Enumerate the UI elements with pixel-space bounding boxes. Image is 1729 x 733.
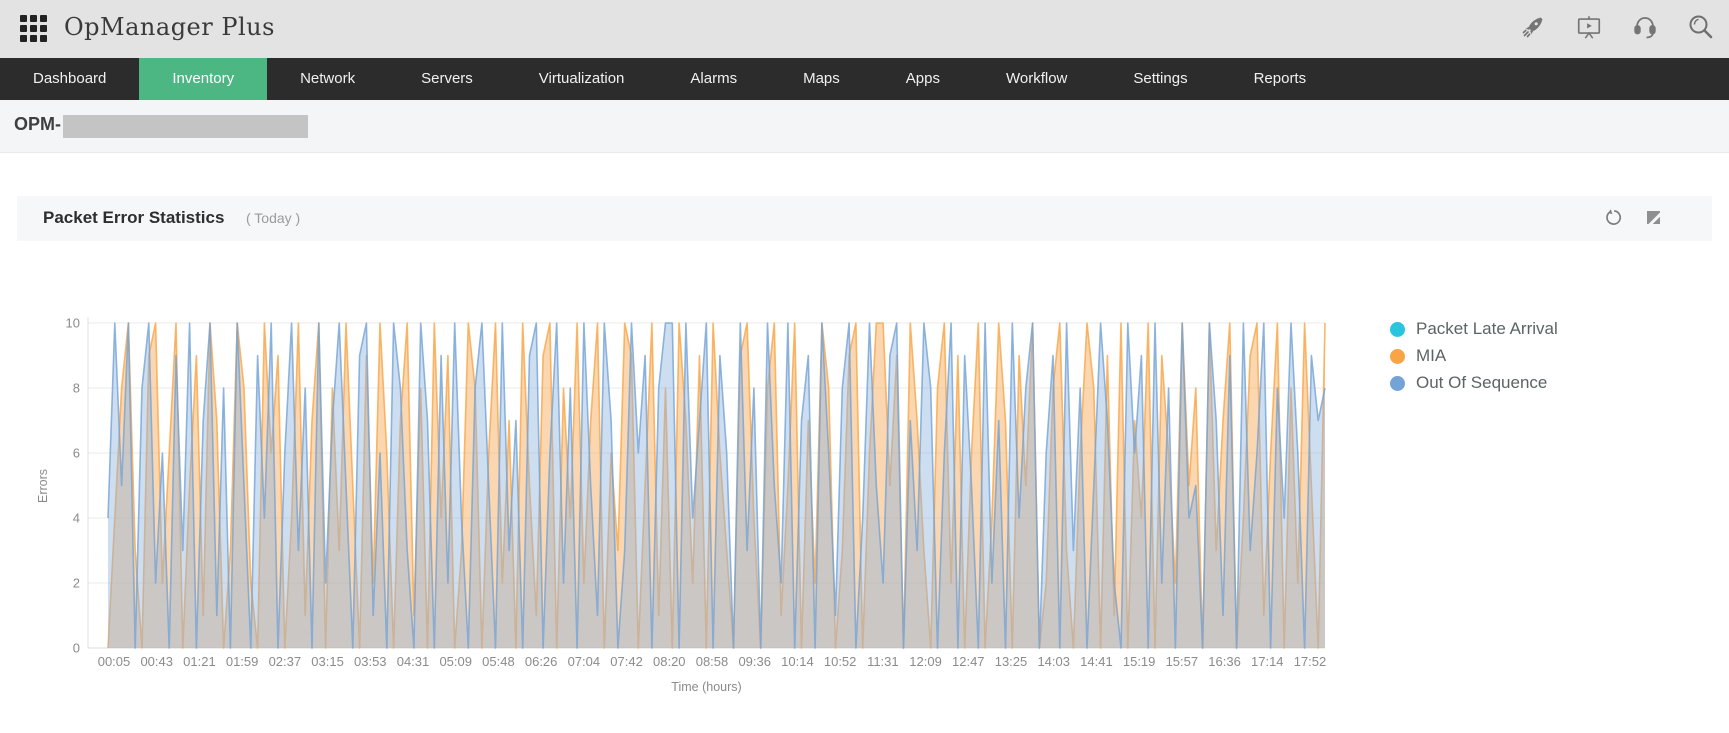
svg-text:2: 2 [73, 576, 80, 591]
tab-reports[interactable]: Reports [1253, 70, 1307, 87]
svg-text:17:14: 17:14 [1251, 654, 1284, 669]
svg-text:01:59: 01:59 [226, 654, 259, 669]
packet-error-chart: 0 2 4 6 8 10 00:05 00:43 01:21 01:59 02:37 03:15 03:… [0, 241, 1729, 733]
svg-text:07:04: 07:04 [568, 654, 601, 669]
svg-text:14:41: 14:41 [1080, 654, 1113, 669]
support-headset-icon[interactable] [1631, 13, 1659, 41]
legend-dot [1390, 321, 1405, 337]
svg-text:16:36: 16:36 [1208, 654, 1241, 669]
svg-text:05:09: 05:09 [439, 654, 472, 669]
video-demo-icon[interactable] [1575, 13, 1603, 41]
legend-item-out-of-sequence[interactable]: Out Of Sequence [1390, 373, 1558, 393]
svg-text:13:25: 13:25 [995, 654, 1028, 669]
chart-legend: Packet Late Arrival MIA Out Of Sequence [1390, 319, 1558, 393]
svg-text:12:09: 12:09 [909, 654, 942, 669]
tab-settings[interactable]: Settings [1133, 70, 1188, 87]
tab-apps[interactable]: Apps [905, 70, 940, 87]
tab-servers[interactable]: Servers [421, 70, 473, 87]
app-launcher-icon[interactable] [20, 15, 47, 42]
svg-text:00:43: 00:43 [140, 654, 173, 669]
svg-text:03:53: 03:53 [354, 654, 387, 669]
svg-text:Time (hours): Time (hours) [671, 680, 741, 694]
primary-nav: Dashboard Inventory Network Servers Virtuali… [0, 58, 1729, 100]
svg-text:07:42: 07:42 [610, 654, 643, 669]
tab-alarms[interactable]: Alarms [690, 70, 738, 87]
svg-text:05:48: 05:48 [482, 654, 515, 669]
legend-item-packet-late-arrival[interactable]: Packet Late Arrival [1390, 319, 1558, 339]
product-logo: OpManager Plus [64, 13, 275, 41]
tab-dashboard[interactable]: Dashboard [33, 70, 107, 87]
svg-text:15:19: 15:19 [1123, 654, 1156, 669]
svg-text:00:05: 00:05 [98, 654, 131, 669]
search-icon[interactable] [1687, 13, 1715, 41]
widget-title: Packet Error Statistics [43, 208, 225, 227]
tab-workflow[interactable]: Workflow [1005, 70, 1068, 87]
expand-icon[interactable] [1644, 208, 1662, 226]
svg-text:14:03: 14:03 [1037, 654, 1070, 669]
svg-text:0: 0 [73, 641, 80, 656]
legend-label: Packet Late Arrival [1416, 319, 1558, 338]
svg-text:Errors: Errors [36, 469, 50, 503]
legend-label: MIA [1416, 346, 1447, 365]
tab-virtualization[interactable]: Virtualization [538, 70, 625, 87]
header-icon-group [1519, 13, 1715, 41]
svg-text:15:57: 15:57 [1166, 654, 1199, 669]
svg-text:10:52: 10:52 [824, 654, 857, 669]
svg-text:02:37: 02:37 [269, 654, 302, 669]
device-name-label: OPM- [14, 114, 61, 134]
svg-text:09:36: 09:36 [738, 654, 771, 669]
legend-label: Out Of Sequence [1416, 373, 1548, 392]
svg-text:08:58: 08:58 [696, 654, 729, 669]
legend-dot [1390, 375, 1405, 391]
device-name-redacted [63, 115, 308, 138]
tab-maps[interactable]: Maps [803, 70, 840, 87]
svg-text:10:14: 10:14 [781, 654, 814, 669]
top-header: OpManager Plus [0, 0, 1729, 58]
svg-text:4: 4 [73, 511, 80, 526]
svg-text:06:26: 06:26 [525, 654, 558, 669]
widget-panel-header: Packet Error Statistics ( Today ) [17, 196, 1712, 241]
refresh-icon[interactable] [1604, 208, 1622, 226]
legend-item-mia[interactable]: MIA [1390, 346, 1558, 366]
svg-text:04:31: 04:31 [397, 654, 430, 669]
tab-inventory[interactable]: Inventory [139, 58, 268, 100]
rocket-icon[interactable] [1519, 13, 1547, 41]
svg-text:01:21: 01:21 [183, 654, 216, 669]
svg-text:10: 10 [66, 316, 80, 331]
svg-text:8: 8 [73, 381, 80, 396]
svg-text:03:15: 03:15 [311, 654, 344, 669]
tab-network[interactable]: Network [300, 70, 356, 87]
svg-text:17:52: 17:52 [1294, 654, 1327, 669]
svg-text:6: 6 [73, 446, 80, 461]
svg-text:11:31: 11:31 [867, 654, 899, 669]
device-header-row: OPM- [0, 100, 1729, 153]
widget-period-label: ( Today ) [246, 210, 301, 226]
svg-text:08:20: 08:20 [653, 654, 686, 669]
svg-text:12:47: 12:47 [952, 654, 985, 669]
legend-dot [1390, 348, 1405, 364]
